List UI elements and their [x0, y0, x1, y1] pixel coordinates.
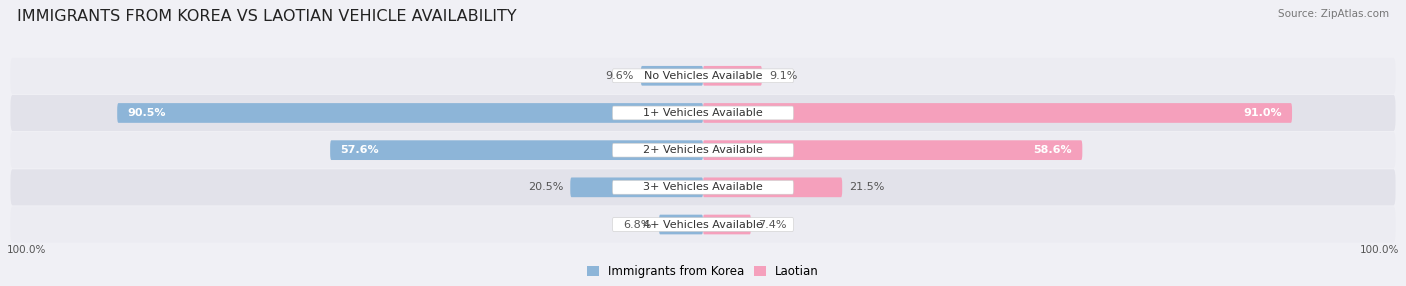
Text: 9.6%: 9.6% [606, 71, 634, 81]
FancyBboxPatch shape [10, 58, 1396, 94]
FancyBboxPatch shape [703, 215, 751, 234]
Text: 9.1%: 9.1% [769, 71, 797, 81]
FancyBboxPatch shape [571, 178, 703, 197]
FancyBboxPatch shape [703, 103, 1292, 123]
FancyBboxPatch shape [10, 169, 1396, 205]
FancyBboxPatch shape [10, 206, 1396, 243]
Text: Source: ZipAtlas.com: Source: ZipAtlas.com [1278, 9, 1389, 19]
Text: 100.0%: 100.0% [1360, 245, 1399, 255]
Text: 20.5%: 20.5% [529, 182, 564, 192]
FancyBboxPatch shape [703, 178, 842, 197]
FancyBboxPatch shape [613, 106, 793, 120]
FancyBboxPatch shape [117, 103, 703, 123]
Text: 91.0%: 91.0% [1243, 108, 1281, 118]
Text: 7.4%: 7.4% [758, 220, 786, 229]
FancyBboxPatch shape [10, 132, 1396, 168]
Text: IMMIGRANTS FROM KOREA VS LAOTIAN VEHICLE AVAILABILITY: IMMIGRANTS FROM KOREA VS LAOTIAN VEHICLE… [17, 9, 516, 23]
FancyBboxPatch shape [703, 66, 762, 86]
Text: No Vehicles Available: No Vehicles Available [644, 71, 762, 81]
FancyBboxPatch shape [613, 218, 793, 231]
FancyBboxPatch shape [10, 95, 1396, 131]
Text: 58.6%: 58.6% [1033, 145, 1071, 155]
FancyBboxPatch shape [330, 140, 703, 160]
Text: 90.5%: 90.5% [128, 108, 166, 118]
Text: 3+ Vehicles Available: 3+ Vehicles Available [643, 182, 763, 192]
Text: 57.6%: 57.6% [340, 145, 380, 155]
Text: 1+ Vehicles Available: 1+ Vehicles Available [643, 108, 763, 118]
Text: 21.5%: 21.5% [849, 182, 884, 192]
FancyBboxPatch shape [613, 143, 793, 157]
Legend: Immigrants from Korea, Laotian: Immigrants from Korea, Laotian [588, 265, 818, 278]
FancyBboxPatch shape [659, 215, 703, 234]
FancyBboxPatch shape [613, 180, 793, 194]
FancyBboxPatch shape [703, 140, 1083, 160]
FancyBboxPatch shape [641, 66, 703, 86]
Text: 2+ Vehicles Available: 2+ Vehicles Available [643, 145, 763, 155]
Text: 4+ Vehicles Available: 4+ Vehicles Available [643, 220, 763, 229]
Text: 100.0%: 100.0% [7, 245, 46, 255]
Text: 6.8%: 6.8% [624, 220, 652, 229]
FancyBboxPatch shape [613, 69, 793, 83]
